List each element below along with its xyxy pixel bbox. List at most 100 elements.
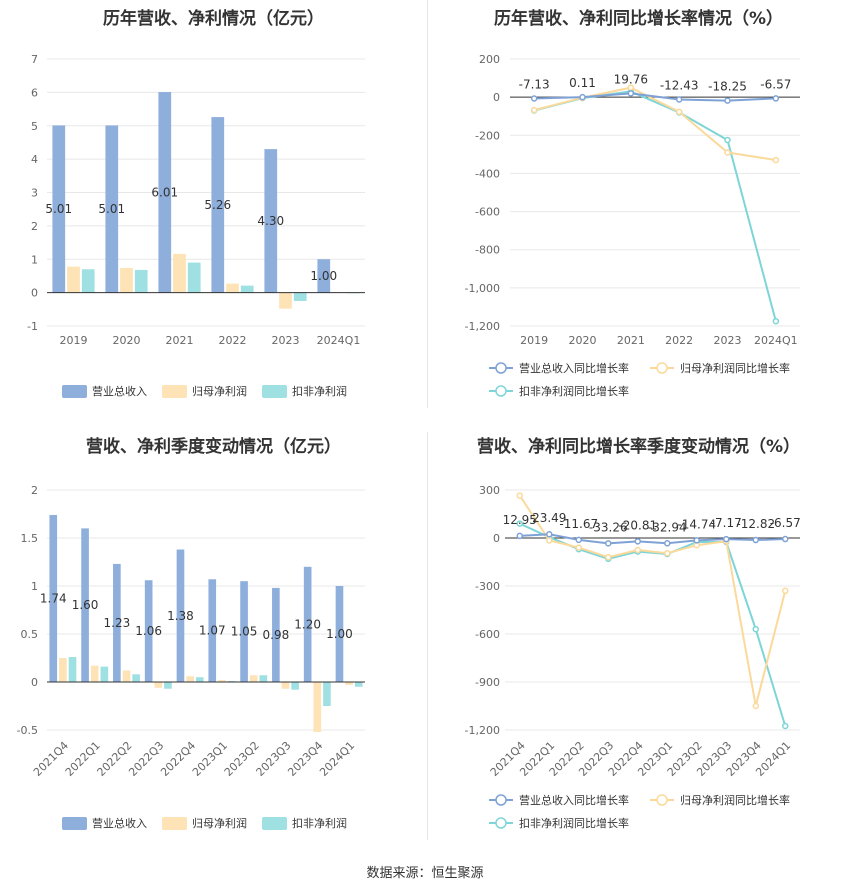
data-label: 12.95 [503, 513, 537, 527]
data-label: 23.49 [532, 511, 566, 525]
chart-title: 营收、净利同比增长率季度变动情况（%） [476, 437, 801, 457]
data-label: 1.00 [326, 627, 353, 641]
legend-item: 扣非净利润同比增长率 [489, 384, 629, 398]
data-label: -33.26 [589, 520, 628, 534]
data-label: -18.25 [708, 80, 747, 94]
annual-growth-panel: 历年营收、净利同比增长率情况（%） 200 0 -200 -400 -600 -800 -1… [427, 0, 850, 420]
legend-marker [656, 794, 668, 806]
bar-revenue [211, 117, 225, 293]
legend-swatch [62, 817, 87, 830]
legend-label: 营业总收入 [92, 384, 147, 398]
x-tick-label: 2023 [272, 334, 300, 347]
data-point [634, 538, 641, 545]
y-tick-label: -900 [475, 676, 500, 689]
y-tick-label: 0 [31, 676, 38, 689]
data-label: -32.94 [648, 520, 687, 534]
data-label: 1.06 [135, 624, 162, 638]
y-tick-label: -1,200 [465, 320, 500, 333]
chart-title: 历年营收、净利同比增长率情况（%） [493, 9, 784, 29]
bar-revenue [335, 586, 344, 682]
bar-net-profit [281, 682, 290, 689]
bar-revenue [264, 149, 278, 293]
data-point [693, 537, 700, 544]
bar-revenue [240, 581, 248, 682]
legend-item: 营业总收入 [62, 816, 147, 830]
data-point [530, 95, 538, 102]
legend-item: 营业总收入同比增长率 [489, 793, 629, 807]
bar-net-profit [313, 682, 322, 732]
legend-label: 归母净利润同比增长率 [680, 793, 790, 807]
bar-deducted-profit [100, 666, 109, 682]
bar-deducted-profit [293, 292, 307, 301]
data-point [634, 546, 641, 554]
bar-net-profit [154, 682, 163, 688]
bar-revenue [208, 579, 217, 682]
data-label: 5.01 [98, 202, 125, 216]
legend-marker [495, 794, 507, 806]
data-point [575, 544, 582, 551]
bar-net-profit [186, 676, 194, 682]
data-label: 1.23 [104, 616, 131, 630]
y-tick-label: 300 [479, 484, 500, 497]
data-label: 5.01 [45, 202, 72, 216]
data-point [516, 492, 523, 499]
y-tick-label: 3 [31, 187, 38, 200]
y-tick-label: -600 [475, 206, 500, 219]
y-tick-label: -600 [475, 628, 500, 641]
y-tick-label: -1 [27, 320, 38, 333]
data-point [675, 96, 683, 103]
bar-revenue [81, 528, 89, 682]
y-tick-label: 1 [31, 253, 38, 266]
y-tick-label: -0.5 [17, 724, 38, 737]
y-tick-label: 2 [31, 484, 38, 497]
bar-net-profit [67, 266, 80, 293]
bar-deducted-profit [187, 262, 201, 293]
data-label: -12.82 [736, 517, 775, 531]
data-label: -14.74 [677, 517, 716, 531]
data-label: -6.57 [770, 516, 801, 530]
y-tick-label: 7 [31, 53, 38, 66]
data-label: -20.81 [618, 518, 657, 532]
data-point [782, 535, 789, 543]
legend-item: 扣非净利润 [262, 384, 347, 398]
x-tick-label: 2020 [569, 334, 597, 347]
legend-label: 归母净利润 [192, 384, 247, 398]
x-tick-label: 2021 [166, 334, 194, 347]
bar-deducted-profit [195, 677, 204, 682]
bar-revenue [52, 125, 66, 293]
data-point [530, 106, 538, 114]
series-line-revenue-growth [534, 92, 776, 102]
series-line-net-profit-growth [533, 86, 776, 162]
y-tick-label: 1.5 [21, 532, 39, 545]
bar-net-profit [173, 253, 186, 293]
bar-revenue [176, 549, 185, 682]
bar-deducted-profit [164, 682, 172, 689]
annual-amounts-panel: 历年营收、净利情况（亿元） -1 0 1 2 3 4 5 6 7 5.01 2019 5.01 2020… [0, 0, 427, 420]
data-point [664, 540, 671, 547]
legend-swatch [162, 385, 187, 398]
data-label: 1.07 [199, 624, 226, 638]
x-tick-label: 2019 [60, 334, 88, 347]
series-line-deducted-growth [533, 90, 777, 322]
y-tick-label: 0 [493, 532, 500, 545]
y-tick-label: 0 [31, 287, 38, 300]
legend-marker [656, 362, 668, 374]
annual-amounts-chart: -1 0 1 2 3 4 5 6 7 5.01 2019 5.01 2020 6.01 2021 5.26 20… [27, 53, 365, 398]
legend-item: 扣非净利润同比增长率 [489, 816, 629, 830]
data-point [516, 520, 523, 527]
bar-deducted-profit [81, 269, 95, 293]
y-tick-label: -200 [475, 129, 500, 142]
data-label: 1.05 [231, 625, 258, 639]
y-tick-label: 1 [31, 580, 38, 593]
legend-label: 扣非净利润同比增长率 [519, 816, 629, 830]
bar-net-profit [218, 680, 226, 682]
x-tick-label: 2021 [617, 334, 645, 347]
data-label: 0.98 [263, 628, 290, 642]
data-point [546, 530, 553, 538]
x-tick-label: 2024Q1 [317, 334, 361, 347]
legend-label: 营业总收入 [92, 816, 147, 830]
legend-label: 营业总收入同比增长率 [519, 793, 629, 807]
data-label: 0.11 [569, 76, 596, 90]
data-label: 1.60 [72, 598, 99, 612]
bar-net-profit [59, 658, 67, 682]
